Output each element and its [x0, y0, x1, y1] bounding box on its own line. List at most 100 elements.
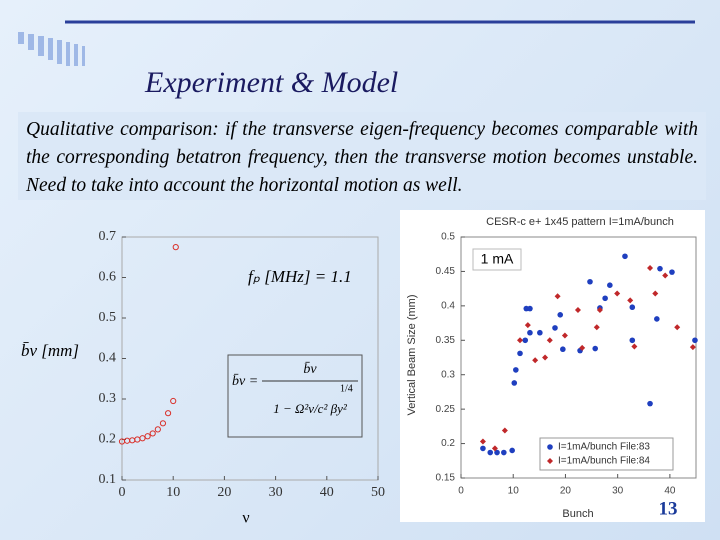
- page-number-box: [650, 496, 688, 522]
- point: [144, 433, 151, 440]
- point: [170, 397, 177, 405]
- annotation: 1/4: [340, 383, 353, 394]
- point: [172, 244, 179, 251]
- annotation-box: [472, 248, 522, 271]
- point: [159, 420, 167, 427]
- point: [561, 332, 568, 339]
- x-tick-label: 10: [508, 486, 520, 497]
- point: [537, 329, 543, 336]
- point: [607, 282, 613, 289]
- point: [532, 357, 539, 364]
- legend-marker: [547, 458, 553, 464]
- legend-box: [539, 437, 674, 471]
- x-tick-label: 20: [217, 485, 231, 500]
- x-tick-label: 40: [664, 486, 676, 497]
- point: [657, 265, 663, 272]
- x-tick-label: 0: [119, 485, 126, 500]
- point: [134, 436, 141, 443]
- point: [592, 345, 599, 352]
- y-tick-label: 0.3: [99, 391, 117, 406]
- y-tick-label: 0.2: [441, 438, 455, 449]
- point: [139, 435, 146, 442]
- legend-label: I=1mA/bunch File:84: [558, 456, 650, 467]
- point: [614, 290, 621, 297]
- y-tick-label: 0.5: [99, 310, 117, 325]
- x-axis-label: ν: [242, 510, 249, 527]
- y-tick-label: 0.45: [436, 266, 456, 277]
- point: [596, 306, 603, 313]
- point: [164, 410, 172, 417]
- point: [527, 329, 533, 336]
- point: [689, 344, 696, 351]
- point: [560, 346, 566, 353]
- point: [511, 380, 518, 386]
- point: [652, 290, 659, 297]
- y-tick-label: 0.7: [99, 229, 117, 244]
- point: [622, 253, 628, 260]
- annotation: 1 − Ω²ν/c² βy²: [273, 401, 348, 416]
- annotation: 1 mA: [481, 251, 514, 267]
- y-tick-label: 0.2: [99, 432, 117, 447]
- point: [602, 295, 608, 302]
- chart-title: CESR-c e+ 1x45 pattern I=1mA/bunch: [486, 216, 674, 228]
- annotation: b̄ν =: [232, 374, 258, 390]
- point: [517, 350, 523, 357]
- point: [501, 449, 507, 456]
- point: [557, 312, 564, 318]
- y-axis-label: Vertical Beam Size (mm): [406, 294, 418, 415]
- y-tick-label: 0.35: [436, 335, 456, 346]
- page-number: 13: [659, 498, 678, 519]
- x-tick-label: 50: [371, 485, 385, 500]
- y-tick-label: 0.15: [436, 473, 456, 484]
- point: [631, 343, 638, 350]
- point: [509, 447, 515, 454]
- x-tick-label: 20: [560, 486, 572, 497]
- x-tick-label: 10: [166, 485, 180, 500]
- y-tick-label: 0.5: [441, 232, 455, 243]
- point: [647, 400, 653, 407]
- legend-marker: [547, 444, 553, 450]
- y-tick-label: 0.1: [99, 472, 117, 487]
- point: [554, 293, 561, 300]
- x-tick-label: 30: [612, 486, 624, 497]
- point: [587, 278, 593, 285]
- point: [487, 449, 494, 456]
- y-axis-label: b̄ν [mm]: [21, 341, 79, 360]
- point: [654, 316, 660, 322]
- point: [542, 354, 549, 361]
- point: [629, 337, 636, 344]
- point: [552, 325, 558, 331]
- legend-label: I=1mA/bunch File:83: [558, 442, 650, 453]
- point: [593, 324, 600, 331]
- point: [524, 322, 531, 329]
- point: [154, 426, 161, 433]
- y-tick-label: 0.4: [441, 300, 455, 311]
- point: [129, 437, 136, 444]
- slide-text: Qualitative comparison: if the transvers…: [18, 112, 706, 200]
- slide-title: Experiment & Model: [145, 66, 399, 99]
- point: [647, 264, 654, 271]
- point: [629, 304, 636, 311]
- point: [491, 445, 498, 452]
- point: [527, 305, 533, 312]
- point: [579, 344, 586, 351]
- point: [692, 337, 698, 344]
- y-tick-label: 0.4: [99, 351, 117, 366]
- point: [574, 306, 581, 313]
- x-tick-label: 30: [269, 485, 283, 500]
- point: [513, 367, 519, 373]
- x-tick-label: 40: [320, 485, 334, 500]
- point: [480, 445, 486, 452]
- point: [627, 297, 634, 304]
- point: [674, 324, 681, 331]
- point: [494, 449, 500, 456]
- point: [522, 337, 529, 344]
- x-axis-label: Bunch: [562, 508, 593, 520]
- point: [662, 272, 669, 279]
- formula-box: [227, 354, 363, 438]
- plot-frame: [460, 236, 697, 479]
- point: [669, 269, 675, 275]
- y-tick-label: 0.25: [436, 404, 456, 415]
- y-tick-label: 0.6: [99, 270, 117, 285]
